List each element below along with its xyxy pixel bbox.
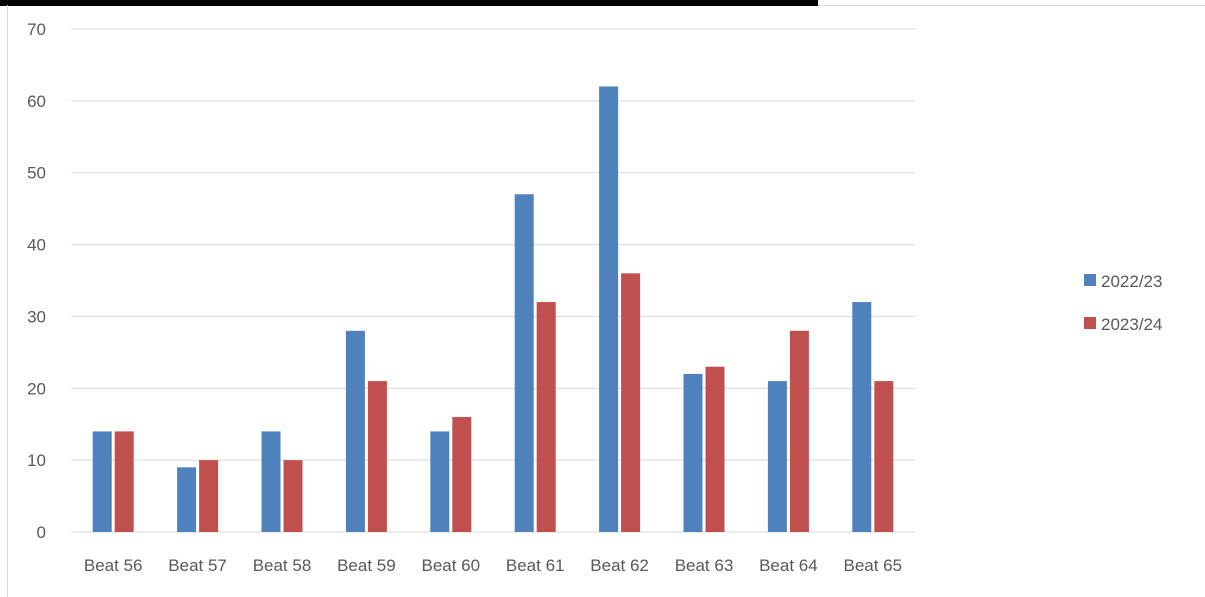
bar-2023-24-beat-58 bbox=[283, 460, 303, 532]
bar-2023-24-beat-62 bbox=[621, 273, 641, 532]
bar-2022-23-beat-60 bbox=[430, 431, 450, 532]
bar-2023-24-beat-65 bbox=[874, 381, 894, 532]
bar-2022-23-beat-57 bbox=[177, 467, 197, 532]
y-tick-label: 10 bbox=[27, 451, 46, 470]
y-tick-label: 60 bbox=[27, 92, 46, 111]
bar-2022-23-beat-63 bbox=[683, 373, 703, 532]
bar-2022-23-beat-59 bbox=[345, 330, 365, 532]
bar-2023-24-beat-64 bbox=[789, 330, 809, 532]
bar-2022-23-beat-58 bbox=[261, 431, 281, 532]
x-tick-label: Beat 65 bbox=[843, 556, 902, 575]
x-tick-label: Beat 63 bbox=[675, 556, 734, 575]
y-tick-label: 0 bbox=[37, 523, 46, 542]
bar-2022-23-beat-64 bbox=[767, 381, 787, 532]
x-tick-label: Beat 56 bbox=[84, 556, 143, 575]
bar-2023-24-beat-61 bbox=[536, 302, 556, 532]
x-tick-label: Beat 62 bbox=[590, 556, 649, 575]
legend-swatch bbox=[1084, 317, 1096, 329]
y-tick-label: 40 bbox=[27, 236, 46, 255]
bar-2022-23-beat-61 bbox=[514, 194, 534, 532]
legend-label: 2022/23 bbox=[1101, 272, 1162, 291]
bar-2023-24-beat-59 bbox=[367, 381, 387, 532]
x-axis: Beat 56 Beat 57 Beat 58 Beat 59 Beat 60 Beat … bbox=[84, 556, 902, 575]
y-tick-label: 50 bbox=[27, 164, 46, 183]
bar-2022-23-beat-56 bbox=[92, 431, 112, 532]
bars bbox=[92, 86, 894, 532]
x-tick-label: Beat 59 bbox=[337, 556, 396, 575]
legend-swatch bbox=[1084, 274, 1096, 286]
x-tick-label: Beat 57 bbox=[168, 556, 227, 575]
y-tick-label: 70 bbox=[27, 20, 46, 39]
bar-2023-24-beat-60 bbox=[452, 417, 472, 532]
bar-2023-24-beat-57 bbox=[199, 460, 219, 532]
x-tick-label: Beat 61 bbox=[506, 556, 565, 575]
x-tick-label: Beat 64 bbox=[759, 556, 818, 575]
bar-2023-24-beat-56 bbox=[114, 431, 134, 532]
legend: 2022/23 2023/24 bbox=[1084, 272, 1162, 334]
y-tick-label: 30 bbox=[27, 307, 46, 326]
gridlines bbox=[71, 28, 915, 533]
legend-label: 2023/24 bbox=[1101, 315, 1162, 334]
y-axis: 0 10 20 30 40 50 60 70 bbox=[27, 20, 46, 542]
x-tick-label: Beat 60 bbox=[421, 556, 480, 575]
y-tick-label: 20 bbox=[27, 379, 46, 398]
bar-2022-23-beat-62 bbox=[599, 86, 619, 532]
bar-2023-24-beat-63 bbox=[705, 366, 725, 532]
x-tick-label: Beat 58 bbox=[253, 556, 312, 575]
bar-2022-23-beat-65 bbox=[852, 302, 872, 532]
